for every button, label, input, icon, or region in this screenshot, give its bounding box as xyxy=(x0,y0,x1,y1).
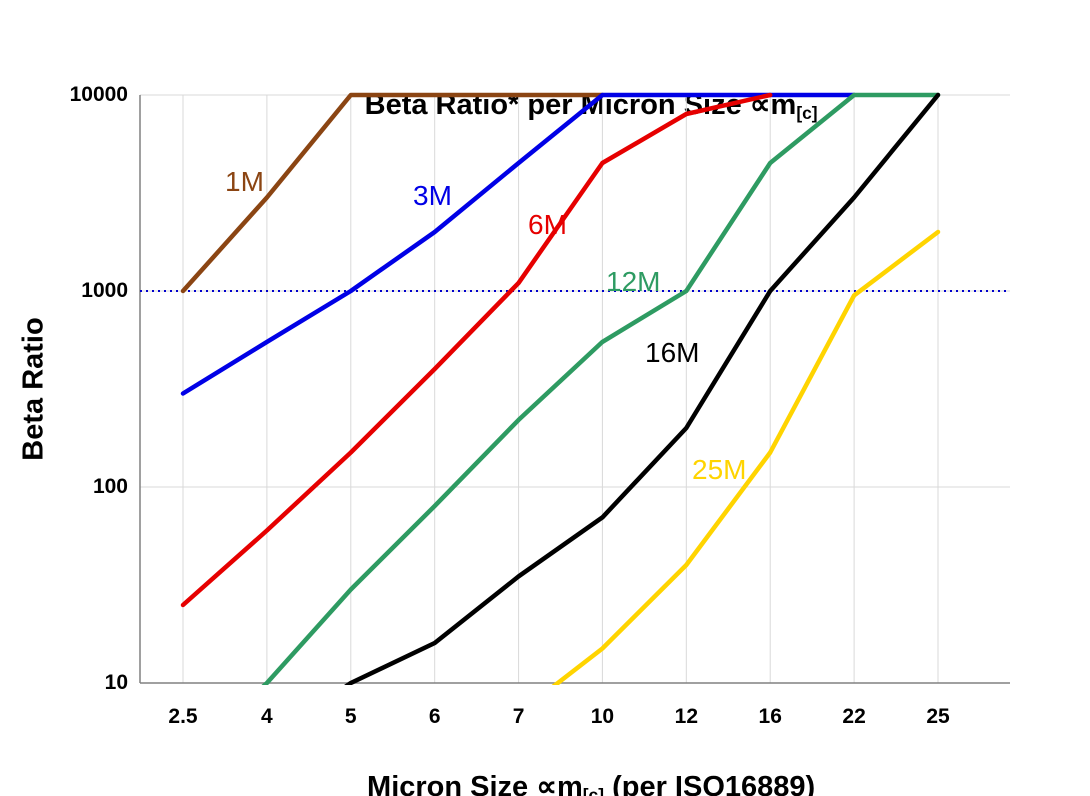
chart-title-subscript: [c] xyxy=(796,102,818,123)
y-tick-10: 10 xyxy=(104,671,128,694)
x-axis-title-suffix: (per ISO16889) xyxy=(604,771,816,796)
series-line-1M xyxy=(180,92,605,294)
series-line-12M xyxy=(261,92,941,685)
x-axis-title: Micron Size ∝m[c] (per ISO16889) xyxy=(140,736,1010,796)
series-line-16M xyxy=(344,92,941,685)
series-line-6M xyxy=(180,92,773,608)
y-axis-title: Beta Ratio xyxy=(17,317,50,461)
gridlines xyxy=(140,94,1010,684)
x-tick-10: 10 xyxy=(590,705,615,728)
series-line-25M xyxy=(551,229,941,685)
series-label-12M: 12M xyxy=(606,266,660,297)
series-label-25M: 25M xyxy=(692,454,746,485)
x-tick-16: 16 xyxy=(758,705,782,728)
y-tick-100: 100 xyxy=(92,475,128,498)
x-tick-12: 12 xyxy=(674,705,699,728)
y-tick-10000: 10000 xyxy=(69,83,128,106)
series-label-1M: 1M xyxy=(225,166,264,197)
x-tick-25: 25 xyxy=(926,705,950,728)
x-tick-7: 7 xyxy=(512,705,525,728)
series-label-3M: 3M xyxy=(413,180,452,211)
y-tick-1000: 1000 xyxy=(81,279,128,302)
x-tick-22: 22 xyxy=(842,705,866,728)
plot-svg: 1M 3M 6M 12M 16M 25M xyxy=(139,92,1010,685)
x-tick-2.5: 2.5 xyxy=(168,705,198,728)
x-axis-title-text: Micron Size xyxy=(367,771,537,796)
series-label-16M: 16M xyxy=(645,337,699,368)
series-line-3M xyxy=(180,92,857,396)
x-tick-5: 5 xyxy=(344,705,357,728)
x-axis-title-subscript: [c] xyxy=(582,784,605,796)
x-tick-4: 4 xyxy=(261,705,273,728)
micron-symbol: ∝m xyxy=(536,771,583,796)
series-label-6M: 6M xyxy=(528,209,567,240)
x-tick-6: 6 xyxy=(428,705,441,728)
